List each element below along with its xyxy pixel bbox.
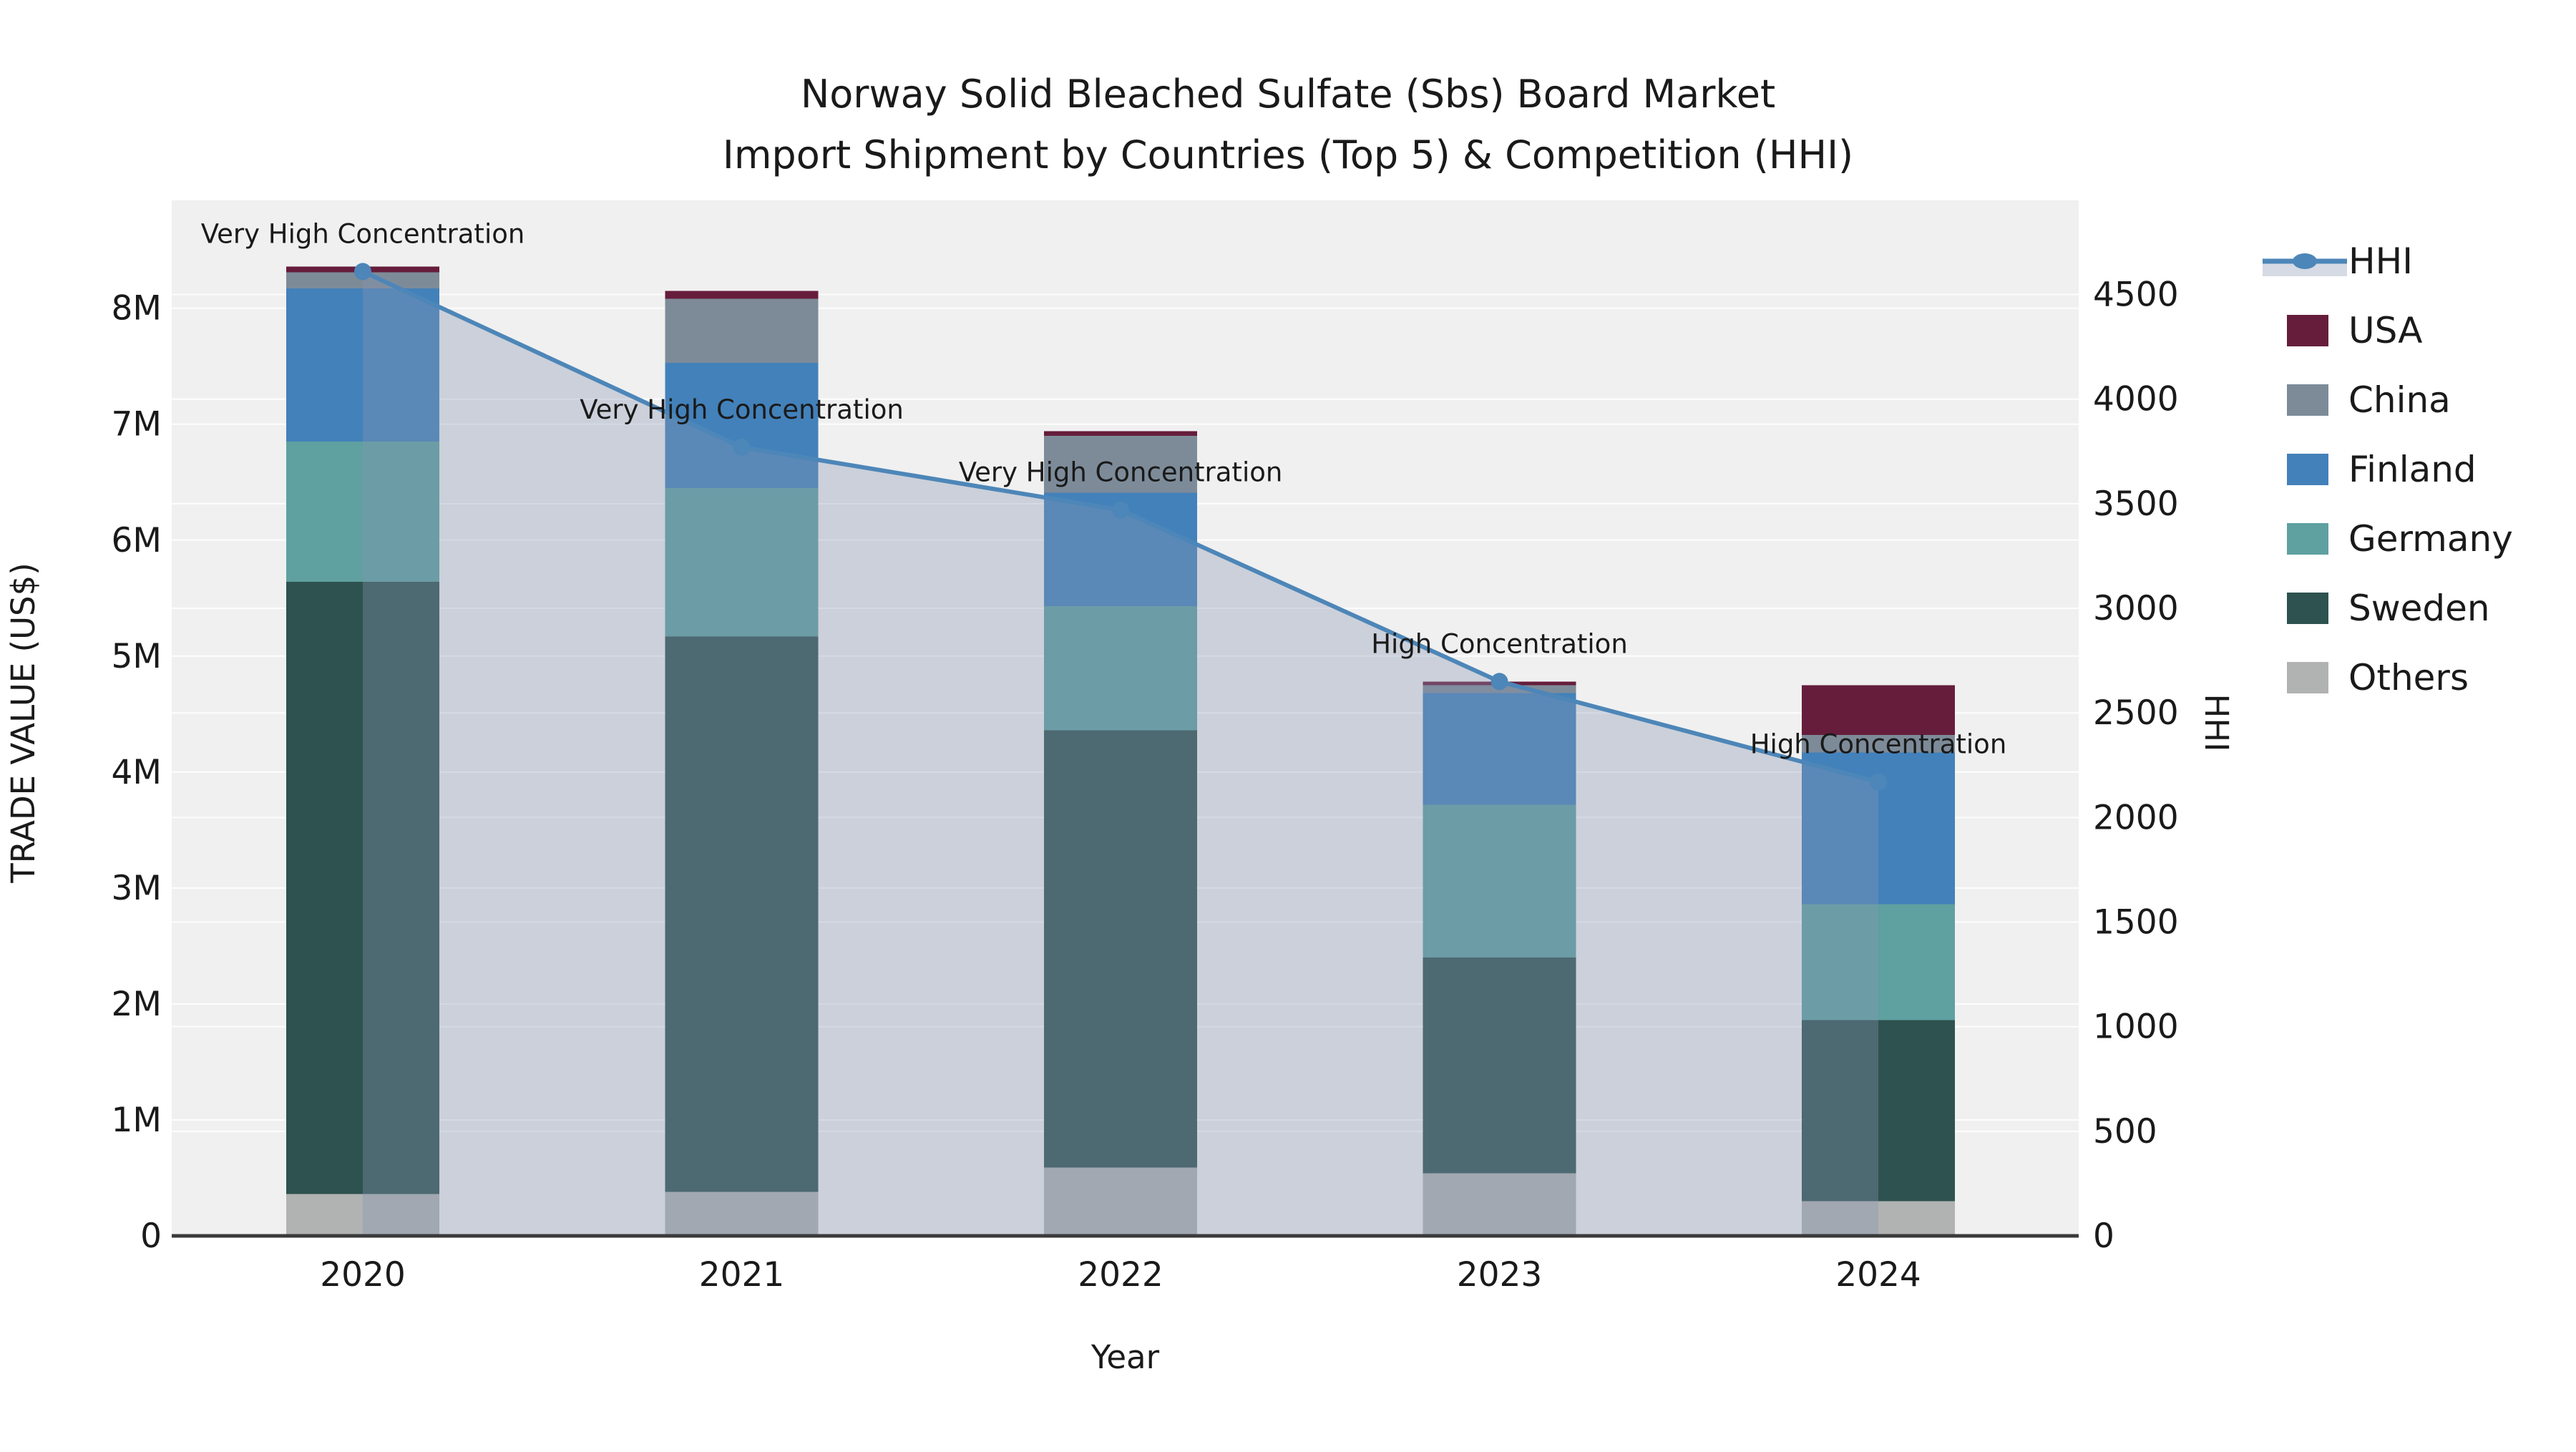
right-tick-label: 500 [2093, 1112, 2157, 1151]
right-tick-label: 4500 [2093, 276, 2179, 315]
bar-2022-usa [1044, 431, 1197, 436]
hhi-marker-2022 [1112, 501, 1129, 519]
chart-title-line1: Norway Solid Bleached Sulfate (Sbs) Boar… [801, 72, 1775, 117]
legend-label-usa: USA [2348, 310, 2422, 351]
hhi-marker-2024 [1870, 773, 1887, 791]
bar-2023-sweden [1423, 958, 1576, 1174]
legend-swatch-usa [2287, 315, 2328, 346]
annotation-2021: Very High Concentration [580, 394, 904, 425]
bar-2020-sweden [286, 582, 439, 1194]
bar-2022-germany [1044, 606, 1197, 731]
hhi-marker-2020 [354, 263, 371, 281]
bar-2020-finland [286, 288, 439, 442]
left-tick-label: 5M [112, 637, 162, 676]
right-tick-label: 1500 [2093, 903, 2179, 942]
right-tick-label: 2500 [2093, 693, 2179, 733]
left-axis-title: TRADE VALUE (US$) [4, 562, 42, 884]
bar-2024-others [1802, 1201, 1955, 1236]
bar-2021-usa [665, 291, 819, 299]
bar-2024-germany [1802, 904, 1955, 1020]
bar-2022-sweden [1044, 730, 1197, 1168]
annotation-2020: Very High Concentration [201, 218, 525, 249]
x-axis-title: Year [1091, 1338, 1160, 1376]
x-tick-label-2022: 2022 [1078, 1255, 1163, 1295]
legend-label-hhi: HHI [2348, 240, 2413, 282]
legend-swatch-others [2287, 662, 2328, 693]
legend-label-others: Others [2348, 657, 2469, 698]
right-tick-label: 0 [2093, 1217, 2114, 1256]
bar-2022-others [1044, 1167, 1197, 1236]
legend-swatch-germany [2287, 523, 2328, 555]
annotation-2023: High Concentration [1371, 628, 1628, 659]
annotation-2024: High Concentration [1750, 729, 2007, 760]
legend-label-sweden: Sweden [2348, 588, 2490, 629]
legend-label-germany: Germany [2348, 518, 2513, 560]
bar-2020-germany [286, 442, 439, 583]
bar-2021-others [665, 1192, 819, 1236]
hhi-marker-2021 [733, 438, 751, 456]
right-axis-title: HHI [2197, 694, 2235, 752]
bar-2021-sweden [665, 636, 819, 1192]
hhi-area-fill [363, 271, 1878, 1236]
legend-hhi-marker [2293, 253, 2317, 269]
legend-swatch-finland [2287, 454, 2328, 485]
bar-2020-others [286, 1194, 439, 1236]
right-tick-label: 1000 [2093, 1008, 2179, 1047]
bar-2023-others [1423, 1173, 1576, 1236]
bar-2021-china [665, 298, 819, 363]
left-tick-label: 0 [140, 1217, 162, 1256]
bar-2021-germany [665, 487, 819, 637]
left-tick-label: 3M [112, 869, 162, 908]
bar-2024-china [1802, 735, 1955, 753]
bar-2024-sweden [1802, 1020, 1955, 1202]
bar-2022-china [1044, 435, 1197, 493]
legend-swatch-sweden [2287, 593, 2328, 624]
chart-title-line2: Import Shipment by Countries (Top 5) & C… [723, 132, 1853, 177]
bar-2024-usa [1802, 685, 1955, 735]
right-tick-label: 3500 [2093, 484, 2179, 524]
right-tick-label: 3000 [2093, 589, 2179, 628]
legend-label-china: China [2348, 379, 2451, 421]
x-tick-label-2024: 2024 [1835, 1255, 1921, 1295]
bar-2023-germany [1423, 804, 1576, 958]
x-tick-label-2020: 2020 [320, 1255, 406, 1295]
bar-2020-china [286, 272, 439, 289]
annotation-2022: Very High Concentration [959, 457, 1283, 488]
left-tick-label: 7M [112, 405, 162, 444]
right-tick-label: 4000 [2093, 380, 2179, 419]
legend-swatch-china [2287, 384, 2328, 416]
left-tick-label: 4M [112, 753, 162, 792]
x-tick-label-2023: 2023 [1457, 1255, 1543, 1295]
left-tick-label: 2M [112, 985, 162, 1024]
left-tick-label: 8M [112, 289, 162, 328]
hhi-marker-2023 [1491, 673, 1508, 691]
bar-2023-finland [1423, 693, 1576, 805]
left-tick-label: 1M [112, 1101, 162, 1140]
x-tick-label-2021: 2021 [699, 1255, 785, 1295]
legend-label-finland: Finland [2348, 449, 2477, 490]
left-tick-label: 6M [112, 521, 162, 560]
right-tick-label: 2000 [2093, 798, 2179, 837]
